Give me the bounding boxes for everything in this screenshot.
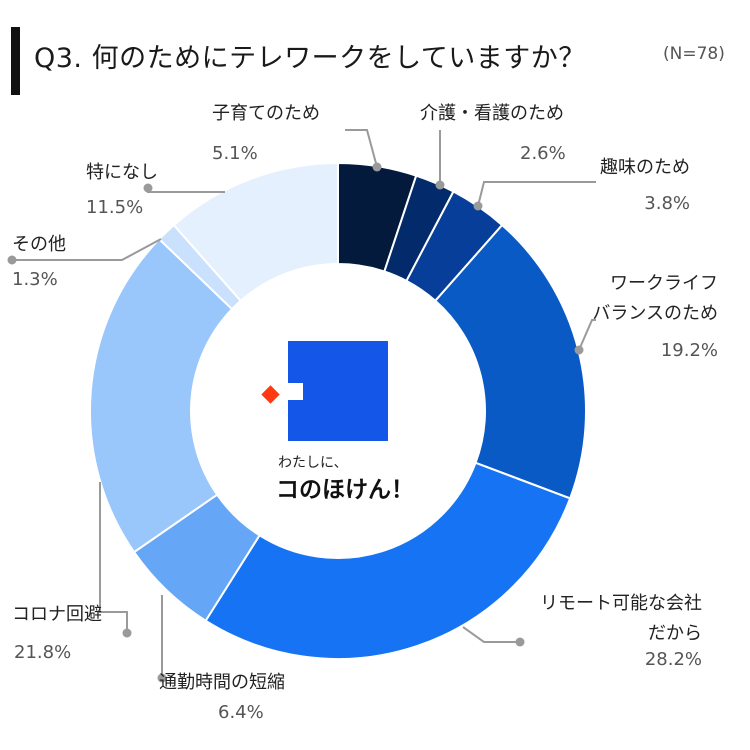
- slice-labels: 子育てのため 5.1% 介護・看護のため 2.6% 趣味のため 3.8% ワークライフバラン…: [12, 103, 718, 723]
- slice-label-6-line-0: コロナ回避: [12, 604, 102, 625]
- slice-label-4-line-0: リモート可能な会社: [540, 593, 702, 614]
- slice-value-1: 2.6%: [520, 143, 566, 164]
- slice-value-8: 11.5%: [86, 197, 143, 218]
- chart-title: Q3. 何のためにテレワークをしていますか？: [34, 43, 586, 74]
- logo-name: コのほけん！: [276, 477, 414, 503]
- logo: わたしに、 コのほけん！: [261, 341, 414, 503]
- leader-dot-8: [143, 183, 153, 193]
- slice-value-5: 6.4%: [218, 702, 264, 723]
- leader-dot-6: [122, 628, 132, 638]
- title-accent-bar: [11, 27, 20, 95]
- logo-square: [288, 341, 388, 441]
- logo-notch: [284, 383, 303, 400]
- leader-line-6: [99, 482, 128, 633]
- slice-value-7: 1.3%: [12, 269, 58, 290]
- leader-dot-1: [435, 180, 445, 190]
- leader-dot-0: [372, 162, 382, 172]
- logo-diamond: [261, 385, 280, 404]
- leader-line-2: [477, 181, 596, 207]
- leader-line-0: [345, 129, 378, 168]
- slice-label-1-line-0: 介護・看護のため: [420, 103, 564, 124]
- slice-label-2-line-0: 趣味のため: [600, 157, 690, 178]
- slice-label-3-line-0: ワークライフ: [610, 273, 718, 294]
- slice-value-3: 19.2%: [661, 340, 718, 361]
- donut-slices: [89, 161, 587, 660]
- slice-value-6: 21.8%: [14, 642, 71, 663]
- logo-tagline: わたしに、: [278, 455, 348, 471]
- label-leaders: [7, 129, 596, 683]
- leader-line-4: [462, 626, 520, 643]
- leader-line-3: [578, 319, 596, 351]
- leader-line-8: [147, 188, 225, 193]
- slice-value-0: 5.1%: [212, 143, 258, 164]
- sample-size: (N=78): [663, 44, 725, 64]
- leader-dot-4: [515, 637, 525, 647]
- slice-label-0-line-0: 子育てのため: [212, 103, 320, 124]
- slice-value-4: 28.2%: [645, 649, 702, 670]
- leader-dot-7: [7, 255, 17, 265]
- leader-line-7: [12, 238, 162, 261]
- leader-dot-2: [473, 201, 483, 211]
- slice-label-3-line-1: バランスのため: [592, 303, 718, 324]
- leader-dot-5: [157, 673, 167, 683]
- slice-value-2: 3.8%: [644, 193, 690, 214]
- slice-label-8-line-0: 特になし: [86, 162, 158, 183]
- slice-label-7-line-0: その他: [12, 234, 66, 255]
- slice-label-4-line-1: だから: [648, 623, 702, 644]
- leader-dot-3: [574, 345, 584, 355]
- slice-label-5-line-0: 通勤時間の短縮: [159, 672, 285, 693]
